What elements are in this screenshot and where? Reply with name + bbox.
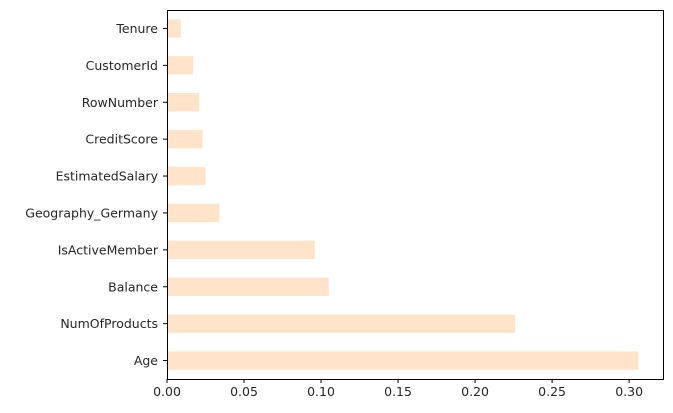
y-tick-label: CreditScore [85, 132, 158, 147]
x-tick-label: 0.10 [307, 384, 335, 399]
bar-creditscore [167, 129, 203, 149]
x-tick-label: 0.05 [230, 384, 258, 399]
bar-isactivemember [167, 240, 315, 260]
x-tick-label: 0.25 [538, 384, 566, 399]
plot-frame [167, 10, 664, 380]
y-tick-label: EstimatedSalary [56, 169, 159, 184]
x-axis-ticks: 0.00 0.05 0.10 0.15 0.20 0.25 0.30 [153, 379, 643, 399]
bar-rownumber [167, 93, 200, 112]
bar-numofproducts [167, 314, 516, 333]
y-axis-ticks: Tenure CustomerId RowNumber CreditScore Esti… [25, 21, 167, 368]
y-tick-label: RowNumber [82, 95, 159, 110]
bars-group [167, 19, 639, 370]
bar-balance [167, 277, 329, 296]
y-tick-label: Balance [108, 279, 158, 294]
y-tick-label: Age [134, 353, 158, 368]
bar-customerid [167, 56, 194, 75]
y-tick-label: Tenure [115, 21, 158, 36]
y-tick-label: Geography_Germany [25, 205, 158, 220]
x-tick-label: 0.15 [384, 384, 412, 399]
y-tick-label: NumOfProducts [60, 316, 158, 331]
bar-tenure [167, 19, 181, 38]
bar-estimatedsalary [167, 166, 206, 186]
bar-geography-germany [167, 203, 220, 223]
bar-age [167, 351, 639, 370]
x-tick-label: 0.20 [461, 384, 489, 399]
x-tick-label: 0.00 [153, 384, 181, 399]
x-tick-label: 0.30 [615, 384, 643, 399]
y-tick-label: IsActiveMember [58, 242, 159, 257]
y-tick-label: CustomerId [86, 58, 158, 73]
